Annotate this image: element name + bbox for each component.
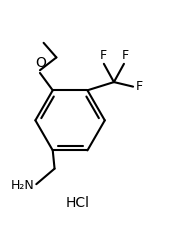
Text: F: F [121, 49, 128, 62]
Text: HCl: HCl [65, 195, 89, 210]
Text: F: F [99, 49, 107, 62]
Text: O: O [36, 56, 46, 70]
Text: H₂N: H₂N [10, 179, 34, 192]
Text: F: F [135, 80, 142, 93]
